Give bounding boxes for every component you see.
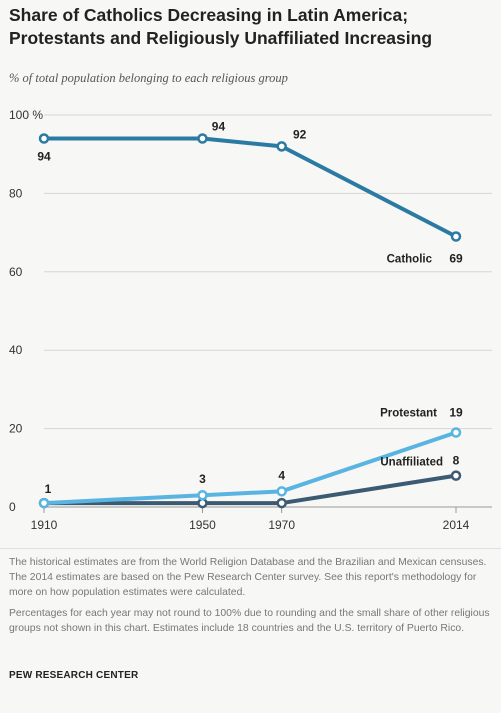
- data-label-catholic-1910: 94: [37, 150, 51, 164]
- point-protestant-1970: [276, 486, 287, 497]
- point-unaffiliated-2014: [450, 470, 462, 481]
- x-tick-label-1970: 1970: [268, 518, 295, 532]
- data-label-protestant-1970: 4: [278, 468, 285, 482]
- series-label-unaffiliated: Unaffiliated: [380, 457, 443, 469]
- data-label-protestant-2014: 19: [449, 406, 463, 420]
- point-catholic-1970: [276, 141, 287, 152]
- point-catholic-1910: [38, 133, 50, 144]
- y-tick-label-20: 20: [9, 422, 23, 436]
- data-label-protestant-1910: 1: [45, 482, 52, 496]
- y-tick-label-100: 100 %: [9, 108, 43, 122]
- point-catholic-2014: [450, 231, 462, 242]
- x-tick-label-1910: 1910: [31, 518, 58, 532]
- series-line-catholic: [42, 136, 458, 239]
- y-tick-label-80: 80: [9, 186, 23, 200]
- note-sources: The historical estimates are from the Wo…: [9, 557, 487, 598]
- chart-subtitle: % of total population belonging to each …: [9, 71, 288, 85]
- data-label-protestant-1950: 3: [199, 472, 206, 486]
- chart-title: Share of Catholics Decreasing in Latin A…: [9, 4, 489, 50]
- series-layer: [38, 133, 462, 509]
- x-tick-label-2014: 2014: [443, 518, 470, 532]
- y-tick-label-40: 40: [9, 343, 23, 357]
- point-protestant-1910: [38, 497, 50, 509]
- y-tick-label-60: 60: [9, 265, 23, 279]
- chart-title-line-1: Share of Catholics Decreasing in Latin A…: [9, 5, 409, 25]
- series-label-catholic: Catholic: [387, 254, 433, 266]
- source-credit: PEW RESEARCH CENTER: [9, 670, 139, 681]
- chart-title-line-2: Protestants and Religiously Unaffiliated…: [9, 28, 433, 48]
- series-label-protestant: Protestant: [380, 408, 437, 420]
- x-tick-label-1950: 1950: [189, 518, 216, 532]
- data-label-unaffiliated-2014: 8: [453, 454, 460, 468]
- notes-divider: [0, 548, 501, 549]
- grid-layer: 100 % 80 60 40 20 0 1910 1950 1970 2014: [9, 108, 492, 532]
- data-label-catholic-1950: 94: [212, 120, 226, 134]
- point-protestant-1950: [197, 489, 208, 501]
- chart-notes: The historical estimates are from the Wo…: [9, 555, 491, 642]
- point-unaffiliated-1970: [276, 497, 287, 509]
- y-tick-label-0: 0: [9, 500, 16, 514]
- series-line-protestant: [42, 430, 458, 506]
- point-protestant-2014: [450, 427, 462, 438]
- data-label-catholic-2014: 69: [449, 252, 463, 266]
- point-catholic-1950: [197, 133, 208, 144]
- note-rounding: Percentages for each year may not round …: [9, 608, 490, 634]
- data-label-catholic-1970: 92: [293, 127, 307, 141]
- label-layer: 94 94 92 69 1 3 4 19 8 Catholic Protestant Unaffili…: [37, 120, 463, 497]
- series-line-unaffiliated: [42, 473, 458, 506]
